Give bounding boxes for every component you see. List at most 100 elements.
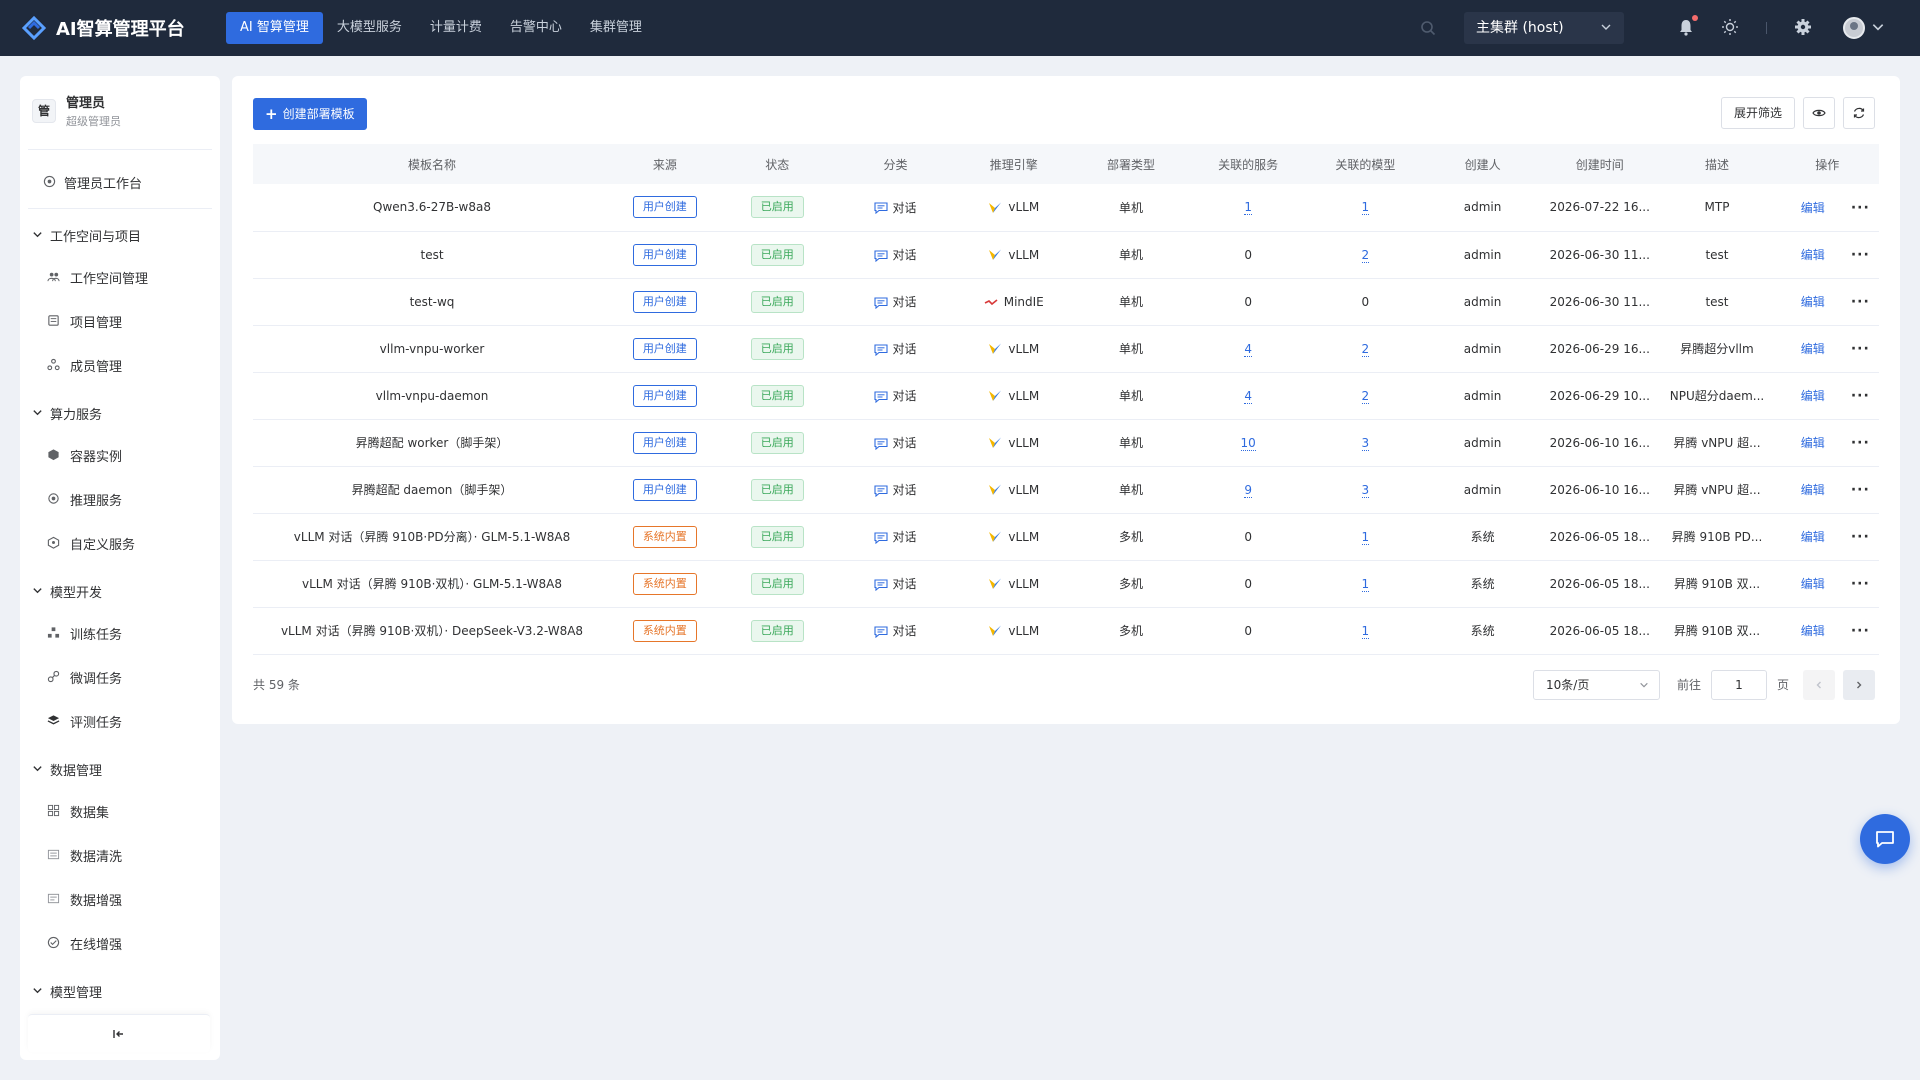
more-actions-icon[interactable]: ··· (1850, 247, 1870, 263)
edit-link[interactable]: 编辑 (1800, 389, 1825, 403)
sidebar-group[interactable]: 工作空间与项目 (20, 215, 220, 255)
edit-link[interactable]: 编辑 (1800, 436, 1825, 450)
table-row[interactable]: 昇腾超配 worker（脚手架） 用户创建 已启用 对话 vLLM 单机 10 3 admin 2… (253, 419, 1879, 466)
actions-cell: 编辑 ··· (1776, 513, 1879, 560)
related-models-count[interactable]: 2 (1361, 341, 1370, 357)
more-actions-icon[interactable]: ··· (1850, 388, 1870, 404)
table-row[interactable]: 昇腾超配 daemon（脚手架） 用户创建 已启用 对话 vLLM 单机 9 3 admin 20… (253, 466, 1879, 513)
creator: admin (1463, 341, 1502, 356)
user-avatar[interactable] (1843, 17, 1865, 39)
edit-link[interactable]: 编辑 (1800, 530, 1825, 544)
sidebar-item[interactable]: 项目管理 (20, 299, 220, 343)
edit-link[interactable]: 编辑 (1800, 248, 1825, 262)
sidebar-item[interactable]: 推理服务 (20, 477, 220, 521)
chat-icon (1876, 831, 1894, 848)
cluster-select[interactable]: 主集群 (host) (1464, 12, 1624, 44)
chevron-down-icon[interactable] (1871, 20, 1885, 34)
refresh-button[interactable] (1843, 97, 1875, 129)
chat-assistant-button[interactable] (1860, 814, 1910, 864)
related-models-count[interactable]: 3 (1361, 482, 1370, 498)
page-size-select[interactable]: 10条/页 (1533, 670, 1660, 700)
sidebar-item[interactable]: 评测任务 (20, 699, 220, 743)
edit-link[interactable]: 编辑 (1800, 295, 1825, 309)
more-actions-icon[interactable]: ··· (1850, 482, 1870, 498)
sidebar-item[interactable]: 容器实例 (20, 433, 220, 477)
related-models-count[interactable]: 1 (1361, 623, 1370, 639)
related-models-count[interactable]: 2 (1361, 388, 1370, 404)
sidebar-item[interactable]: 微调任务 (20, 655, 220, 699)
collapse-sidebar-button[interactable] (28, 1014, 210, 1052)
status-cell: 已启用 (719, 419, 836, 466)
expand-filter-button[interactable]: 展开筛选 (1721, 97, 1795, 129)
nav-item[interactable]: 集群管理 (589, 20, 642, 35)
nav-item[interactable]: AI 智算管理 (226, 12, 323, 44)
table-row[interactable]: vllm-vnpu-daemon 用户创建 已启用 对话 vLLM 单机 4 2 admin 20… (253, 372, 1879, 419)
edit-link[interactable]: 编辑 (1800, 483, 1825, 497)
more-actions-icon[interactable]: ··· (1850, 199, 1870, 216)
table-row[interactable]: vLLM 对话（昇腾 910B·双机）· DeepSeek-V3.2-W8A8 系… (253, 607, 1879, 654)
more-actions-icon[interactable]: ··· (1850, 294, 1870, 310)
engine-cell: vLLM (955, 419, 1072, 466)
engine-cell: vLLM (955, 607, 1072, 654)
edit-link[interactable]: 编辑 (1800, 577, 1825, 591)
table-row[interactable]: vllm-vnpu-worker 用户创建 已启用 对话 vLLM 单机 4 2 admin 20… (253, 325, 1879, 372)
sidebar-item[interactable]: 数据集 (20, 789, 220, 833)
sidebar-group[interactable]: 模型管理 (20, 971, 220, 1011)
status-badge: 已启用 (750, 525, 804, 548)
related-services-count[interactable]: 9 (1244, 482, 1252, 498)
table-row[interactable]: test-wq 用户创建 已启用 对话 MindIE 单机 0 0 admin 2026-06-3… (253, 278, 1879, 325)
related-models-count[interactable]: 1 (1361, 576, 1370, 592)
column-visibility-button[interactable] (1803, 97, 1835, 129)
related-services-count[interactable]: 10 (1240, 435, 1256, 451)
nav-item[interactable]: 计量计费 (429, 20, 482, 35)
sidebar-item[interactable]: 数据增强 (20, 877, 220, 921)
source-cell: 系统内置 (611, 607, 719, 654)
related-models-count[interactable]: 1 (1361, 529, 1370, 545)
nav-item[interactable]: 告警中心 (509, 20, 562, 35)
sidebar-item[interactable]: 自定义服务 (20, 521, 220, 565)
sidebar-item-label: 推理服务 (70, 493, 123, 509)
prev-page-button[interactable] (1803, 670, 1835, 700)
create-template-button[interactable]: + 创建部署模板 (253, 98, 367, 130)
sun-icon[interactable] (1720, 17, 1740, 37)
sidebar-item-workbench[interactable]: 管理员工作台 (20, 160, 220, 204)
sidebar-item[interactable]: 在线增强 (20, 921, 220, 965)
more-actions-icon[interactable]: ··· (1850, 623, 1870, 639)
page-number-input[interactable]: 1 (1711, 670, 1767, 700)
table-row[interactable]: vLLM 对话（昇腾 910B·PD分离）· GLM-5.1-W8A8 系统内置 已… (253, 513, 1879, 560)
app-logo[interactable]: AI智算管理平台 (20, 14, 206, 42)
more-actions-icon[interactable]: ··· (1850, 576, 1870, 592)
sidebar-item[interactable]: 训练任务 (20, 611, 220, 655)
sidebar-item[interactable]: 数据清洗 (20, 833, 220, 877)
next-page-button[interactable] (1843, 670, 1875, 700)
more-actions-icon[interactable]: ··· (1850, 341, 1870, 357)
related-models-count[interactable]: 3 (1361, 435, 1370, 451)
nav-item[interactable]: 大模型服务 (336, 20, 402, 35)
edit-link[interactable]: 编辑 (1800, 342, 1825, 356)
create-template-label: 创建部署模板 (282, 107, 355, 121)
sidebar-group[interactable]: 算力服务 (20, 393, 220, 433)
related-models-count[interactable]: 1 (1361, 200, 1370, 216)
table-row[interactable]: test 用户创建 已启用 对话 vLLM 单机 0 2 admin 2026-06-30 11.… (253, 231, 1879, 278)
table-row[interactable]: vLLM 对话（昇腾 910B·双机）· GLM-5.1-W8A8 系统内置 已启用… (253, 560, 1879, 607)
more-actions-icon[interactable]: ··· (1850, 435, 1870, 451)
related-services-count[interactable]: 4 (1244, 388, 1252, 404)
sidebar-group[interactable]: 模型开发 (20, 571, 220, 611)
sidebar-group[interactable]: 数据管理 (20, 749, 220, 789)
more-actions-icon[interactable]: ··· (1850, 529, 1870, 545)
related-services-count[interactable]: 1 (1244, 200, 1252, 216)
sidebar-item[interactable]: 成员管理 (20, 343, 220, 387)
chevron-down-icon (33, 410, 42, 416)
created-time: 2026-06-05 18... (1549, 623, 1650, 638)
search-icon[interactable] (1420, 20, 1436, 36)
bell-icon[interactable] (1676, 17, 1696, 37)
template-list-card: + 创建部署模板 展开筛选 模板名称 来源 状态 分类 推理引擎 部署类型 关联的服务 关联的… (232, 76, 1900, 724)
gear-icon[interactable] (1793, 17, 1813, 37)
related-models-count[interactable]: 2 (1361, 247, 1370, 263)
sidebar-item[interactable]: 工作空间管理 (20, 255, 220, 299)
source-tag: 用户创建 (632, 431, 697, 454)
edit-link[interactable]: 编辑 (1800, 200, 1825, 215)
related-services-count[interactable]: 4 (1244, 341, 1252, 357)
table-row[interactable]: Qwen3.6-27B-w8a8 用户创建 已启用 对话 vLLM 单机 1 1 admin 20… (253, 184, 1879, 231)
edit-link[interactable]: 编辑 (1800, 624, 1825, 638)
